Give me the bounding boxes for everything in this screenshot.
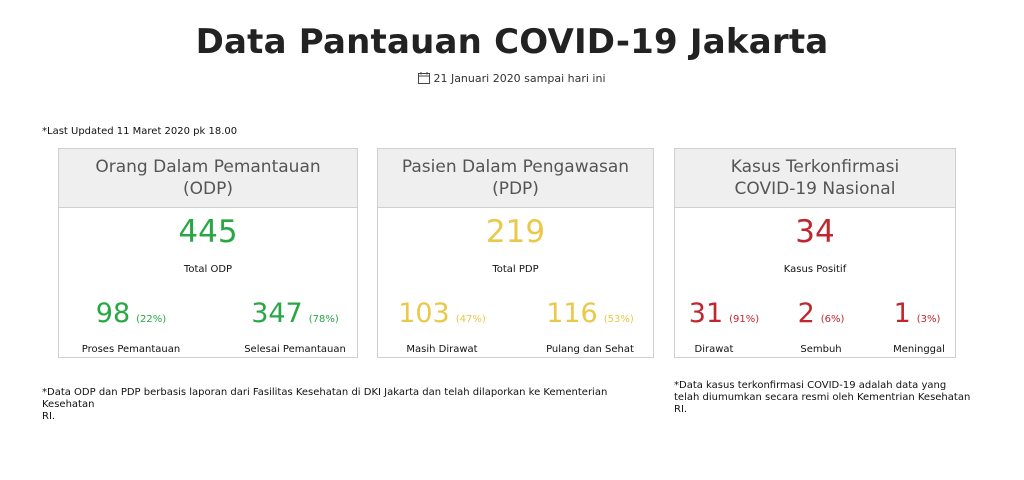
kasus-footnote: *Data kasus terkonfirmasi COVID-19 adala…: [674, 380, 974, 416]
kasus-meninggal-label: Meninggal: [893, 344, 945, 355]
calendar-icon: [418, 72, 431, 87]
kasus-dirawat-value: 31: [688, 298, 724, 329]
kasus-meninggal-value: 1: [893, 298, 911, 329]
pdp-dirawat-pct: (47%): [455, 314, 486, 325]
odp-proses-label: Proses Pemantauan: [81, 344, 181, 355]
odp-pdp-footnote-line2: RI.: [42, 411, 56, 422]
kasus-card: Kasus Terkonfirmasi COVID-19 Nasional 34…: [674, 148, 956, 358]
pdp-heading-line2: (PDP): [492, 179, 539, 199]
odp-heading-line1: Orang Dalam Pemantauan: [95, 157, 321, 177]
odp-total-label: Total ODP: [183, 264, 233, 275]
odp-proses: 98 (22%): [81, 299, 181, 329]
pdp-pulang-label: Pulang dan Sehat: [546, 344, 634, 355]
pdp-pulang-value: 116: [546, 298, 598, 329]
kasus-dirawat: 31 (91%): [681, 299, 767, 329]
kasus-heading-line2: COVID-19 Nasional: [734, 179, 896, 199]
kasus-sembuh-value: 2: [797, 298, 815, 329]
kasus-sembuh-pct: (6%): [820, 314, 845, 325]
kasus-footnote-line3: RI.: [674, 404, 688, 415]
kasus-total-label: Kasus Positif: [783, 264, 847, 275]
last-updated: *Last Updated 11 Maret 2020 pk 18.00: [42, 126, 238, 137]
kasus-heading-line1: Kasus Terkonfirmasi: [730, 157, 900, 177]
odp-pdp-footnote: *Data ODP dan PDP berbasis laporan dari …: [42, 387, 662, 423]
odp-selesai-label: Selesai Pemantauan: [244, 344, 346, 355]
pdp-total-label: Total PDP: [492, 264, 539, 275]
kasus-total: 34: [795, 214, 835, 250]
date-range-text: 21 Januari 2020 sampai hari ini: [433, 72, 606, 85]
odp-proses-pct: (22%): [136, 314, 167, 325]
pdp-heading-line1: Pasien Dalam Pengawasan: [401, 157, 630, 177]
odp-heading-line2: (ODP): [183, 179, 233, 199]
kasus-meninggal-pct: (3%): [916, 314, 941, 325]
pdp-pulang-pct: (53%): [603, 314, 634, 325]
pdp-card-header: Pasien Dalam Pengawasan (PDP): [378, 149, 653, 208]
odp-pdp-footnote-line1: *Data ODP dan PDP berbasis laporan dari …: [42, 387, 608, 410]
odp-card: Orang Dalam Pemantauan (ODP) 445 Total O…: [58, 148, 358, 358]
kasus-sembuh: 2 (6%): [785, 299, 857, 329]
odp-selesai: 347 (78%): [245, 299, 345, 329]
odp-card-header: Orang Dalam Pemantauan (ODP): [59, 149, 357, 208]
kasus-meninggal: 1 (3%): [881, 299, 953, 329]
pdp-dirawat-label: Masih Dirawat: [406, 344, 478, 355]
odp-selesai-pct: (78%): [308, 314, 339, 325]
kasus-footnote-line1: *Data kasus terkonfirmasi COVID-19 adala…: [674, 380, 947, 391]
pdp-card: Pasien Dalam Pengawasan (PDP) 219 Total …: [377, 148, 654, 358]
kasus-footnote-line2: telah diumumkan secara resmi oleh Kement…: [674, 392, 971, 403]
pdp-dirawat-value: 103: [398, 298, 450, 329]
pdp-dirawat: 103 (47%): [392, 299, 492, 329]
pdp-pulang: 116 (53%): [538, 299, 642, 329]
kasus-dirawat-pct: (91%): [729, 314, 760, 325]
page-title: Data Pantauan COVID-19 Jakarta: [195, 22, 829, 62]
odp-selesai-value: 347: [251, 298, 303, 329]
kasus-sembuh-label: Sembuh: [800, 344, 842, 355]
date-range: 21 Januari 2020 sampai hari ini: [0, 72, 1024, 87]
kasus-dirawat-label: Dirawat: [694, 344, 734, 355]
kasus-card-header: Kasus Terkonfirmasi COVID-19 Nasional: [675, 149, 955, 208]
odp-total: 445: [178, 214, 238, 250]
odp-proses-value: 98: [95, 298, 131, 329]
pdp-total: 219: [485, 214, 546, 250]
